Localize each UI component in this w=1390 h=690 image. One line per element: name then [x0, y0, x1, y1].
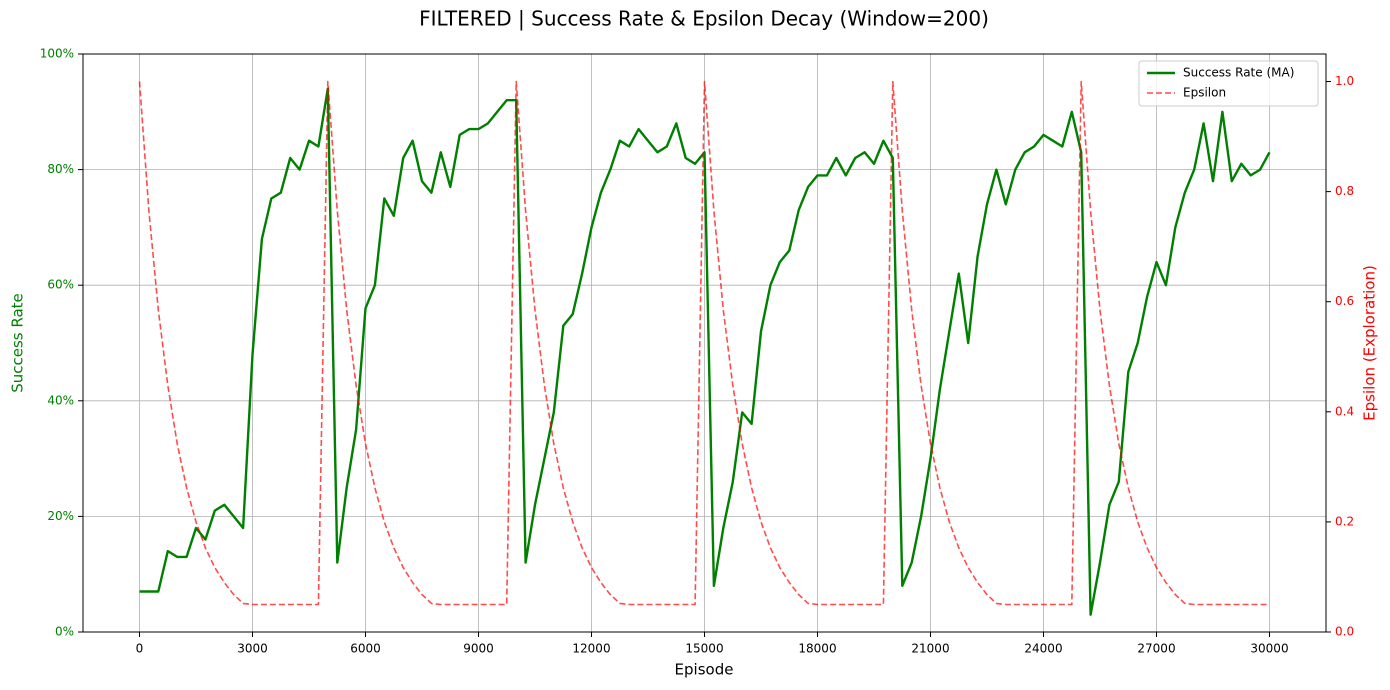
y-tick-label: 80% — [47, 162, 74, 176]
x-tick-label: 15000 — [685, 642, 723, 656]
legend-box — [1138, 60, 1319, 107]
y-tick-label: 100% — [40, 47, 74, 61]
chart-title: FILTERED | Success Rate & Epsilon Decay … — [419, 7, 989, 31]
y-axis-label: Success Rate — [9, 293, 27, 393]
plot-frame — [82, 53, 1327, 633]
x-tick-label: 18000 — [798, 642, 836, 656]
y2-tick-label: 0.4 — [1335, 404, 1354, 418]
y2-tick-label: 0.2 — [1335, 514, 1354, 528]
x-tick-label: 3000 — [237, 642, 268, 656]
series-line — [138, 80, 1270, 606]
x-tick-label: 27000 — [1137, 642, 1175, 656]
y-tick-label: 20% — [47, 509, 74, 523]
y2-axis-label: Epsilon (Exploration) — [1361, 265, 1379, 421]
x-tick-label: 12000 — [572, 642, 610, 656]
y-tick-label: 60% — [47, 278, 74, 292]
legend-label: Epsilon — [1183, 86, 1226, 100]
x-tick-label: 9000 — [463, 642, 494, 656]
y2-tick-label: 0.6 — [1335, 294, 1354, 308]
x-tick-label: 6000 — [350, 642, 381, 656]
y2-tick-label: 1.0 — [1335, 74, 1354, 88]
y-tick-label: 40% — [47, 393, 74, 407]
x-tick-label: 0 — [136, 642, 144, 656]
y-tick-label: 0% — [55, 625, 74, 639]
x-tick-label: 24000 — [1024, 642, 1062, 656]
y2-tick-label: 0.8 — [1335, 184, 1354, 198]
x-tick-label: 30000 — [1250, 642, 1288, 656]
legend-label: Success Rate (MA) — [1183, 66, 1294, 80]
x-axis-label: Episode — [675, 661, 734, 679]
x-tick-label: 21000 — [911, 642, 949, 656]
y2-tick-label: 0.0 — [1335, 625, 1354, 639]
